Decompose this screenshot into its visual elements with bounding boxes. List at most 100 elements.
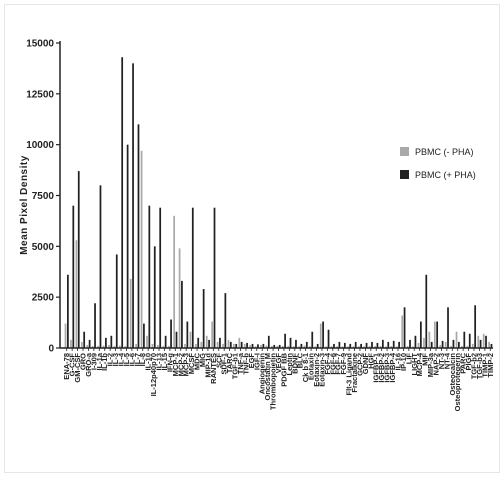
legend-label-pbmc-minus-pha: PBMC (- PHA) [415, 147, 474, 157]
bar-il-16-plus-pha [398, 341, 401, 348]
bar-mcp-3-plus-pha [186, 321, 189, 348]
x-tick-label: IL-6 [127, 353, 136, 366]
x-tick-label: TGF-b2 [469, 353, 478, 379]
bar-mif-plus-pha [425, 274, 428, 348]
bar-il-1b-minus-pha [102, 345, 105, 348]
bar-parc-minus-pha [461, 345, 463, 348]
bar-il-7-minus-pha [135, 343, 138, 348]
bar-il-7-plus-pha [137, 124, 140, 348]
bar-light-plus-pha [414, 335, 417, 348]
y-tick-label: 12500 [26, 89, 54, 100]
bar-i-309-plus-pha [94, 303, 96, 348]
bar-gm-csf-plus-pha [77, 171, 80, 348]
bar-osteoprotegerin-plus-pha [458, 341, 460, 348]
x-tick-label: FGF-7 [334, 353, 343, 375]
bar-fgf-7-minus-pha [336, 346, 338, 348]
x-tick-label: TGF-b1 [231, 353, 240, 379]
x-tick-label: GRO-a [84, 352, 93, 377]
x-tick-label: FGF-4 [323, 352, 332, 374]
x-tick-label: SDF-1 [220, 353, 229, 375]
bar-il-1b-plus-pha [105, 337, 107, 348]
legend-swatch-pbmc-minus-pha [400, 147, 409, 156]
x-tick-label: IL-16 [393, 353, 402, 371]
x-tick-label: Flt-3 Ligand [345, 353, 354, 396]
x-tick-label: G-CSF [68, 353, 77, 377]
bar-tgf-b3-minus-pha [477, 335, 480, 348]
bar-tgf-b1-minus-pha [233, 343, 235, 348]
bar-scf-minus-pha [216, 341, 219, 348]
bar-hgf-minus-pha [368, 345, 371, 348]
bar-igfbp-4-minus-pha [390, 345, 393, 348]
bar-il-12p40p70-plus-pha [153, 246, 156, 348]
bar-ifn-g-plus-pha [170, 319, 172, 348]
x-tick-label: SCF [214, 353, 223, 368]
bar-timp-1-minus-pha [482, 333, 485, 348]
bar-osteoprotegerin-minus-pha [455, 331, 458, 348]
x-tick-label: Fractalkine [350, 353, 359, 393]
bar-mip-3a-minus-pha [428, 331, 431, 348]
x-tick-label: IGF-I [252, 353, 261, 370]
x-tick-label: ENA-78 [62, 353, 71, 380]
bar-gcp-2-minus-pha [357, 346, 360, 348]
bar-nap-2-minus-pha [433, 321, 436, 348]
bar-scf-plus-pha [219, 337, 221, 348]
x-tick-label: RANTES [209, 353, 218, 384]
bar-g-csf-minus-pha [70, 339, 72, 348]
bar-parc-plus-pha [463, 331, 466, 348]
bar-il-16-minus-pha [395, 346, 398, 348]
x-tick-label: Angiogenin [258, 353, 267, 395]
bar-mcsf-plus-pha [191, 207, 194, 348]
x-tick-label: TNF-b [241, 353, 250, 375]
x-tick-label: GCP-2 [355, 353, 364, 376]
bar-il-3-plus-pha [115, 254, 118, 348]
bar-igf-i-plus-pha [257, 344, 259, 348]
bar-il-10-plus-pha [148, 205, 151, 348]
bar-il-13-plus-pha [159, 207, 162, 348]
bar-mcp-2-plus-pha [181, 280, 183, 348]
x-tick-label: MIF [421, 353, 430, 366]
bar-il-4-plus-pha [121, 57, 124, 348]
bar-ip-10-plus-pha [403, 307, 406, 348]
legend-swatch-pbmc-plus-pha [400, 170, 409, 179]
x-tick-label: GDNF [361, 353, 370, 375]
bar-mcp-1-minus-pha [173, 215, 176, 348]
bar-gro-a-plus-pha [88, 339, 91, 348]
bar-fgf-9-minus-pha [341, 346, 344, 348]
bar-gm-csf-minus-pha [75, 240, 78, 348]
y-tick-label: 15000 [26, 39, 54, 50]
x-tick-label: IGFBP-4 [388, 352, 397, 382]
bar-ena-78-plus-pha [67, 274, 69, 348]
bar-gdnf-minus-pha [363, 346, 366, 348]
bar-gro-minus-pha [80, 341, 83, 348]
x-tick-label: TNF-a [236, 352, 245, 374]
x-tick-label: MCP-3 [182, 353, 191, 376]
bar-pigf-plus-pha [468, 333, 471, 348]
y-axis-label: Mean Pixel Density [19, 155, 30, 255]
bar-il-10-minus-pha [146, 335, 148, 348]
x-tick-label: NAP-2 [431, 353, 440, 376]
x-tick-label: IL-3 [111, 353, 120, 366]
bar-tnf-a-plus-pha [240, 341, 243, 348]
x-tick-label: TGF-b3 [475, 353, 484, 379]
x-tick-label: Ck b 8-1 [301, 353, 310, 382]
x-tick-label: IL-2 [106, 353, 115, 366]
bar-ifn-g-minus-pha [167, 345, 170, 348]
bar-timp-2-plus-pha [490, 343, 493, 348]
bar-timp-1-plus-pha [485, 335, 487, 348]
bar-fractalkine-minus-pha [352, 346, 355, 348]
bar-nap-2-plus-pha [436, 321, 439, 348]
x-tick-label: IL-4 [117, 352, 126, 366]
x-tick-label: TARC [225, 352, 234, 373]
x-tick-label: Leptin [285, 353, 294, 376]
bar-nt-4-plus-pha [447, 307, 449, 348]
x-tick-label: IL-5 [122, 353, 131, 366]
bar-igfbp-2-plus-pha [381, 339, 384, 348]
x-tick-label: EGF [247, 353, 256, 369]
bar-il-2-plus-pha [110, 335, 113, 348]
bar-tgf-b2-plus-pha [474, 305, 477, 348]
bar-igfbp-1-minus-pha [374, 345, 376, 348]
bar-mdc-minus-pha [195, 343, 197, 348]
bar-angiogenin-minus-pha [260, 344, 262, 348]
bar-il-1a-minus-pha [97, 345, 99, 348]
x-tick-label: LIF [404, 353, 413, 365]
